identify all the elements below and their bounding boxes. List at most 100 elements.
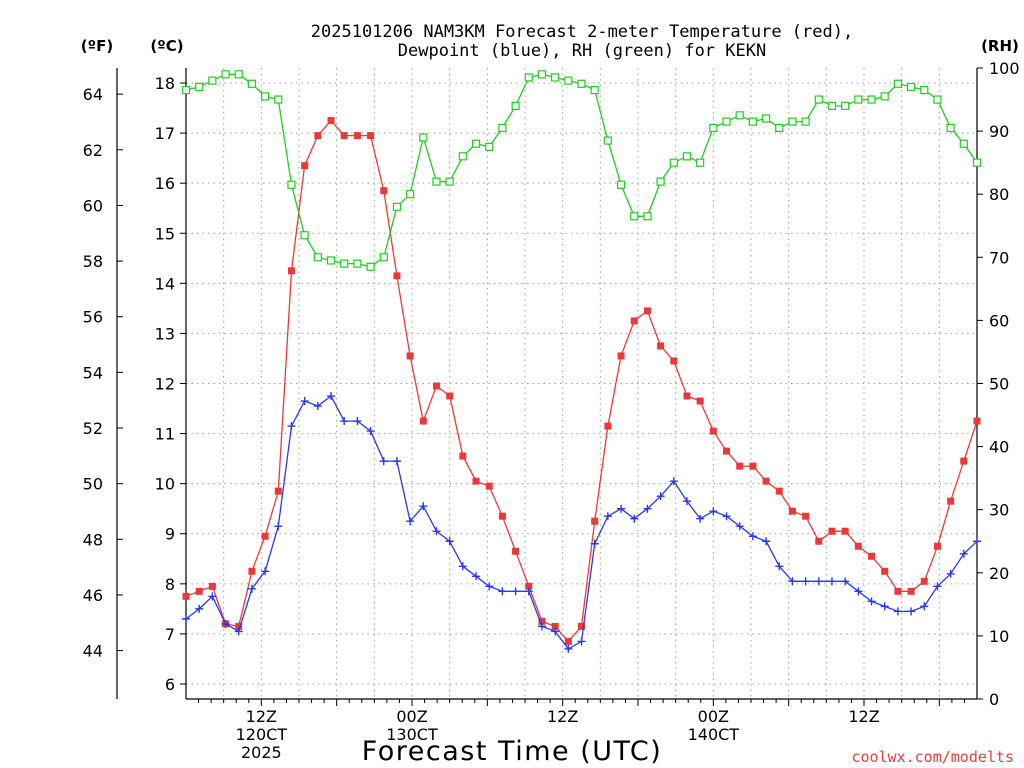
rh-point xyxy=(340,259,349,268)
temperature-point xyxy=(248,567,256,575)
rh-point xyxy=(775,123,784,133)
rh-point xyxy=(735,111,744,120)
dewpoint-point xyxy=(617,504,626,513)
celsius-tick-label: 8 xyxy=(165,575,175,594)
dewpoint-point xyxy=(353,417,362,426)
temperature-point xyxy=(498,512,506,520)
rh-point xyxy=(761,114,771,123)
rh-point xyxy=(181,85,191,95)
temperature-point xyxy=(802,512,810,520)
fahrenheit-tick-label: 48 xyxy=(83,530,103,549)
x-tick-label: 130CT xyxy=(386,725,438,744)
dewpoint-point xyxy=(366,427,375,436)
temperature-point xyxy=(261,532,269,540)
dewpoint-point xyxy=(841,577,850,586)
rh-point xyxy=(630,212,639,221)
dewpoint-point xyxy=(827,577,836,586)
dewpoint-point xyxy=(392,457,401,466)
dewpoint-point xyxy=(867,597,876,606)
fahrenheit-tick-label: 52 xyxy=(83,419,103,438)
dewpoint-point xyxy=(379,457,388,466)
celsius-tick-label: 16 xyxy=(155,174,175,193)
dewpoint-point xyxy=(788,577,797,586)
dewpoint-point xyxy=(682,497,691,506)
celsius-tick-label: 14 xyxy=(155,274,175,293)
rh-tick-label: 100 xyxy=(989,59,1020,78)
series-rh xyxy=(181,70,982,271)
rh-tick-label: 50 xyxy=(989,375,1009,394)
rh-point xyxy=(616,180,626,189)
rh-point xyxy=(669,158,678,167)
dewpoint-point xyxy=(959,549,968,558)
x-axis-title: Forecast Time (UTC) xyxy=(362,736,663,767)
rh-axis-label: (RH) xyxy=(981,37,1019,55)
rh-point xyxy=(972,158,982,167)
rh-point xyxy=(959,139,968,148)
fahrenheit-tick-label: 58 xyxy=(83,252,103,271)
dewpoint-point xyxy=(247,584,256,593)
dewpoint-point xyxy=(287,422,296,431)
temperature-point xyxy=(854,542,862,550)
series-line xyxy=(185,119,978,643)
rh-point xyxy=(801,117,810,126)
chart-title-line2: Dewpoint (blue), RH (green) for KEKN xyxy=(398,41,766,61)
rh-tick-label: 70 xyxy=(989,248,1009,267)
dewpoint-point xyxy=(327,392,336,401)
rh-point xyxy=(511,101,520,110)
temperature-point xyxy=(419,417,427,425)
x-tick-label: 120CT xyxy=(236,725,288,744)
rh-point xyxy=(551,73,560,82)
rh-tick-label: 20 xyxy=(989,564,1009,583)
dewpoint-point xyxy=(973,537,981,546)
dewpoint-point xyxy=(498,587,507,596)
dewpoint-point xyxy=(920,602,929,611)
celsius-tick-label: 9 xyxy=(165,525,175,544)
dewpoint-point xyxy=(946,569,955,578)
dewpoint-point xyxy=(722,512,731,521)
axes xyxy=(116,67,983,706)
temperature-point xyxy=(815,537,823,545)
temperature-point xyxy=(617,352,625,360)
dewpoint-point xyxy=(432,527,441,536)
rh-point xyxy=(471,139,481,148)
temperature-point xyxy=(828,527,836,535)
temperature-point xyxy=(947,497,955,505)
temperature-point xyxy=(432,382,440,390)
dewpoint-point xyxy=(274,522,283,531)
temperature-point xyxy=(353,132,361,140)
celsius-tick-label: 11 xyxy=(155,425,175,444)
rh-tick-label: 40 xyxy=(989,438,1009,457)
temperature-point xyxy=(327,117,335,125)
x-tick-label: 00Z xyxy=(396,707,427,726)
temperature-point xyxy=(512,547,520,555)
temperature-point xyxy=(380,187,388,195)
rh-point xyxy=(709,123,718,133)
rh-point xyxy=(261,92,270,101)
rh-point xyxy=(577,79,586,88)
temperature-point xyxy=(630,317,638,325)
rh-point xyxy=(827,101,837,110)
fahrenheit-tick-label: 60 xyxy=(83,196,103,215)
rh-point xyxy=(748,117,757,126)
rh-point xyxy=(906,82,916,92)
fahrenheit-tick-label: 56 xyxy=(83,308,103,327)
temperature-point xyxy=(841,527,849,535)
temperature-point xyxy=(762,477,770,485)
series-dewpoint xyxy=(182,392,981,653)
temperature-point xyxy=(657,342,665,350)
dewpoint-point xyxy=(907,607,916,616)
rh-point xyxy=(247,79,257,88)
temperature-point xyxy=(960,457,968,465)
temperature-point xyxy=(643,307,651,315)
temperature-point xyxy=(578,622,585,630)
rh-point xyxy=(498,123,507,133)
fahrenheit-tick-label: 64 xyxy=(83,85,103,104)
dewpoint-point xyxy=(564,644,573,653)
temperature-point xyxy=(274,487,282,495)
series-temperature xyxy=(182,117,981,645)
rh-tick-label: 80 xyxy=(989,185,1009,204)
rh-point xyxy=(234,70,243,79)
dewpoint-point xyxy=(801,577,810,586)
temperature-point xyxy=(696,397,704,405)
rh-point xyxy=(406,190,415,199)
